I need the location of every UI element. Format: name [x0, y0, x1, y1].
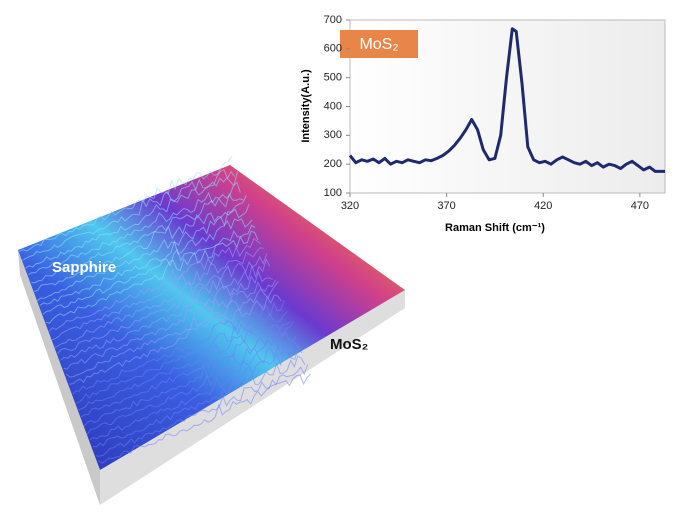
surface-ridge	[86, 342, 300, 435]
surface-ridge	[48, 237, 262, 333]
surface-ridge	[83, 332, 297, 427]
surface-ridge	[28, 181, 241, 276]
slab-front	[100, 290, 405, 505]
x-tick-label: 370	[437, 200, 455, 212]
slab-side	[18, 250, 100, 505]
surface-ridge	[92, 355, 306, 448]
surface-ridge	[39, 218, 253, 306]
y-tick-label: 400	[324, 100, 342, 112]
chart-title: MoS₂	[359, 36, 398, 53]
surface-ridge	[31, 192, 244, 284]
surface-ridge	[22, 169, 235, 261]
surface-ridge	[80, 321, 294, 418]
surface-ridge	[36, 203, 250, 302]
x-tick-label: 420	[534, 200, 552, 212]
annotation: MoS₂	[330, 336, 368, 353]
surface-ridge	[60, 270, 273, 361]
surface-ridge	[69, 294, 282, 385]
surface-ridge	[95, 364, 309, 457]
surface-ridge	[45, 230, 259, 324]
surface-ridge	[89, 345, 303, 441]
surface-ridge	[98, 373, 312, 464]
surface-ridge	[54, 253, 268, 348]
surface-ridge	[57, 257, 271, 354]
y-tick-label: 600	[324, 43, 342, 55]
surface-ridge	[63, 279, 277, 370]
surface-ridge	[42, 224, 256, 315]
y-tick-label: 700	[324, 14, 342, 26]
x-axis-label: Raman Shift (cm⁻¹)	[445, 222, 545, 234]
x-tick-label: 470	[631, 200, 649, 212]
surface-ridge	[51, 247, 264, 341]
annotation: Sapphire	[52, 259, 116, 276]
x-tick-label: 320	[341, 200, 359, 212]
y-axis-label: Intensity(A.u.)	[300, 69, 312, 143]
surface-ridge	[25, 171, 238, 269]
title-box	[340, 30, 418, 58]
y-tick-label: 300	[324, 129, 342, 141]
surface-ridge	[78, 321, 291, 411]
surface-ridge	[66, 281, 279, 378]
surface-plot	[18, 155, 405, 505]
y-tick-label: 500	[324, 72, 342, 84]
y-tick-label: 100	[324, 187, 342, 199]
surface-ridge	[19, 155, 233, 252]
series-line	[348, 27, 665, 173]
surface-ridge	[34, 195, 247, 293]
y-tick-label: 200	[324, 158, 342, 170]
